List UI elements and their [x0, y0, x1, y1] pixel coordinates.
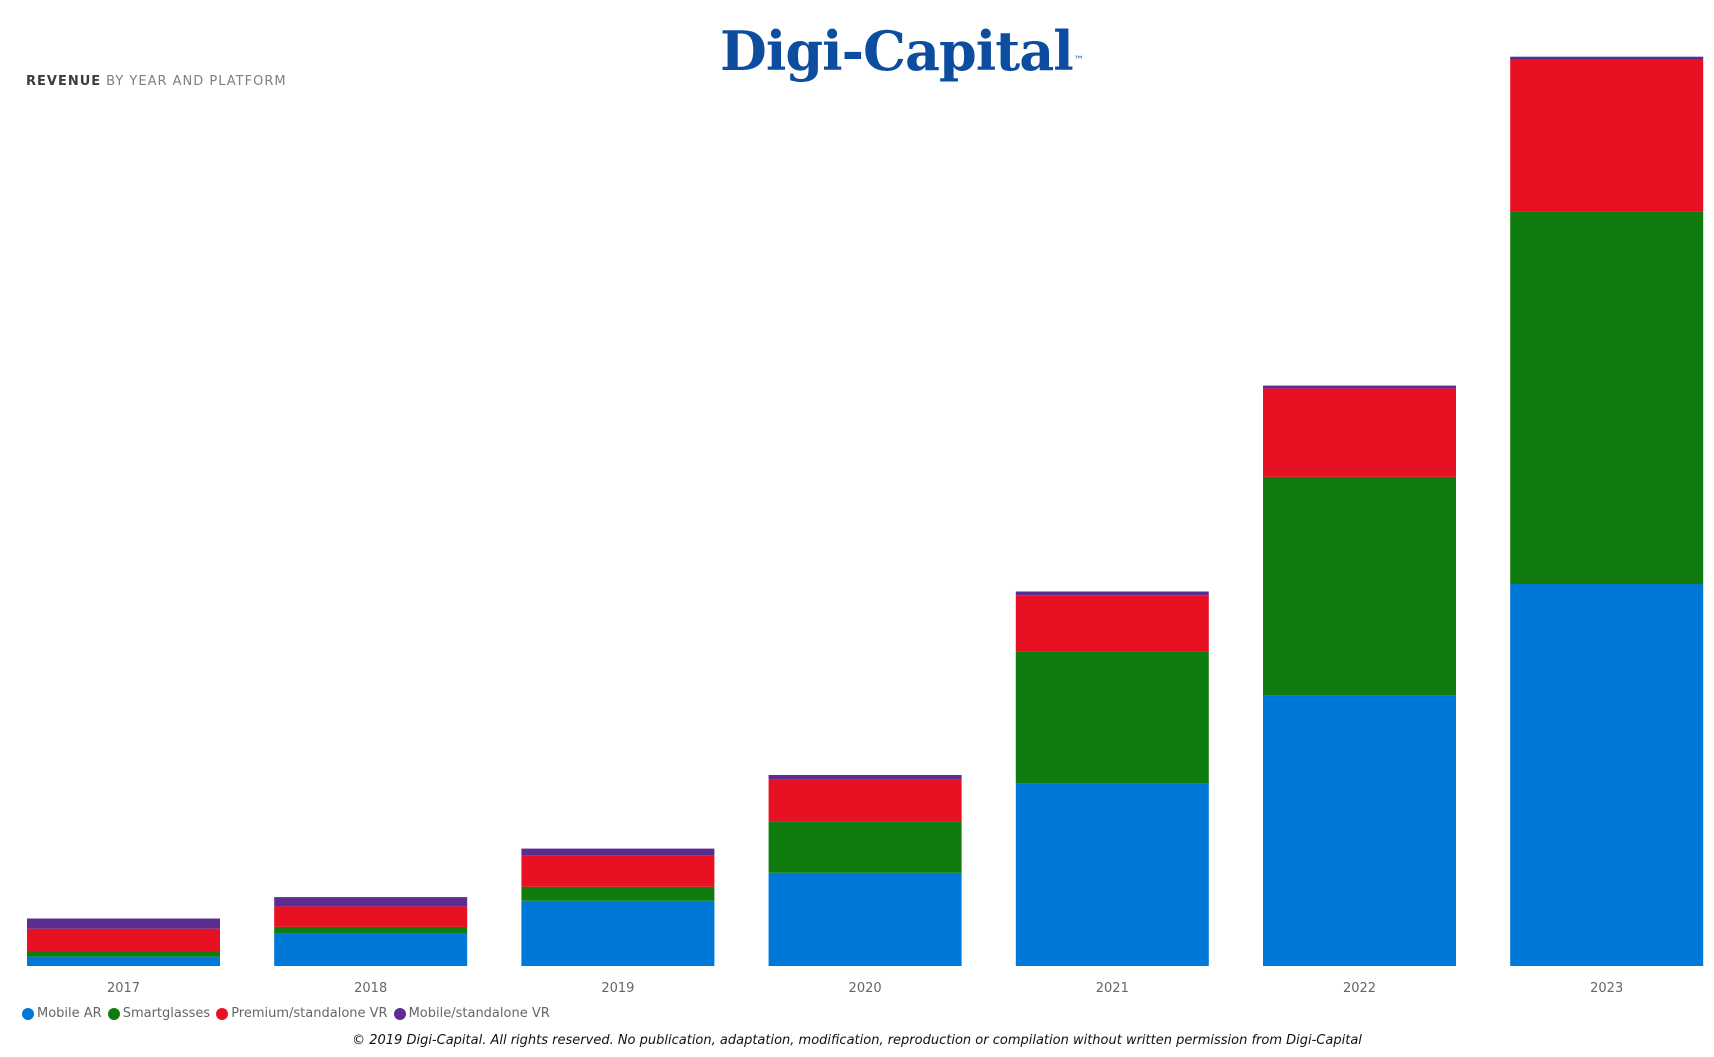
bar-segment-2020-0: [768, 872, 962, 966]
bar-segment-2020-1: [768, 821, 962, 873]
bar-segment-2019-1: [521, 886, 715, 901]
logo-trademark: ™: [1073, 55, 1084, 66]
stacked-bar-chart: 2017 2018 2019 2020 2021 2022 2023: [27, 56, 1704, 996]
bar-segment-2023-1: [1510, 211, 1704, 585]
legend-item-1: Smartglasses: [107, 1006, 211, 1021]
x-tick-label: 2022: [1343, 981, 1376, 996]
chart-title-sub: BY YEAR AND PLATFORM: [106, 74, 287, 89]
x-tick-label: 2021: [1096, 981, 1129, 996]
bar-segment-2021-3: [1015, 591, 1209, 596]
bar-segment-2019-2: [521, 855, 715, 887]
logo-text: Digi-Capital: [720, 19, 1074, 83]
bar-segment-2023-2: [1510, 59, 1704, 212]
bar-segment-2020-2: [768, 779, 962, 822]
x-tick-label: 2020: [849, 981, 882, 996]
bar-segment-2022-2: [1263, 388, 1456, 477]
bar-segment-2021-1: [1015, 651, 1209, 784]
digi-capital-logo: Digi-Capital™: [720, 18, 1084, 84]
bar-segment-2023-3: [1510, 56, 1704, 60]
bar-segment-2017-2: [27, 928, 220, 952]
legend-label: Mobile AR: [37, 1006, 102, 1021]
bar-segment-2022-3: [1263, 385, 1456, 389]
bar-segment-2018-0: [274, 933, 468, 966]
legend-label: Mobile/standalone VR: [408, 1006, 550, 1021]
x-tick-label: 2023: [1590, 981, 1623, 996]
legend-dot-icon: [393, 1007, 406, 1020]
bar-segment-2017-0: [27, 956, 220, 966]
bar-segment-2021-0: [1015, 783, 1209, 966]
legend-label: Premium/standalone VR: [231, 1006, 388, 1021]
bar-segment-2022-0: [1263, 695, 1456, 966]
bar-segment-2023-0: [1510, 584, 1704, 966]
x-tick-label: 2018: [354, 981, 387, 996]
bar-segment-2018-1: [274, 926, 468, 934]
legend-dot-icon: [107, 1007, 120, 1020]
legend-dot-icon: [216, 1007, 229, 1020]
bar-segment-2017-1: [27, 952, 220, 957]
legend-item-2: Premium/standalone VR: [216, 1006, 388, 1021]
legend-dot-icon: [22, 1007, 34, 1020]
bar-segment-2020-3: [768, 775, 962, 780]
x-tick-label: 2019: [601, 981, 634, 996]
legend-item-0: Mobile AR: [22, 1006, 102, 1021]
chart-legend: Mobile AR Smartglasses Premium/standalone …: [22, 1006, 550, 1021]
legend-item-3: Mobile/standalone VR: [393, 1006, 550, 1021]
bar-segment-2019-0: [521, 900, 715, 966]
bar-segment-2018-3: [274, 897, 468, 907]
x-tick-label: 2017: [107, 981, 140, 996]
copyright-notice: © 2019 Digi-Capital. All rights reserved…: [352, 1033, 1362, 1048]
bar-segment-2017-3: [27, 918, 220, 929]
bar-segment-2022-1: [1263, 476, 1456, 696]
bar-segment-2019-3: [521, 848, 715, 856]
chart-title-main: REVENUE: [26, 74, 102, 89]
legend-label: Smartglasses: [122, 1006, 211, 1021]
chart-title: REVENUE BY YEAR AND PLATFORM: [26, 74, 287, 89]
bar-segment-2021-2: [1015, 595, 1209, 652]
bar-segment-2018-2: [274, 906, 468, 927]
